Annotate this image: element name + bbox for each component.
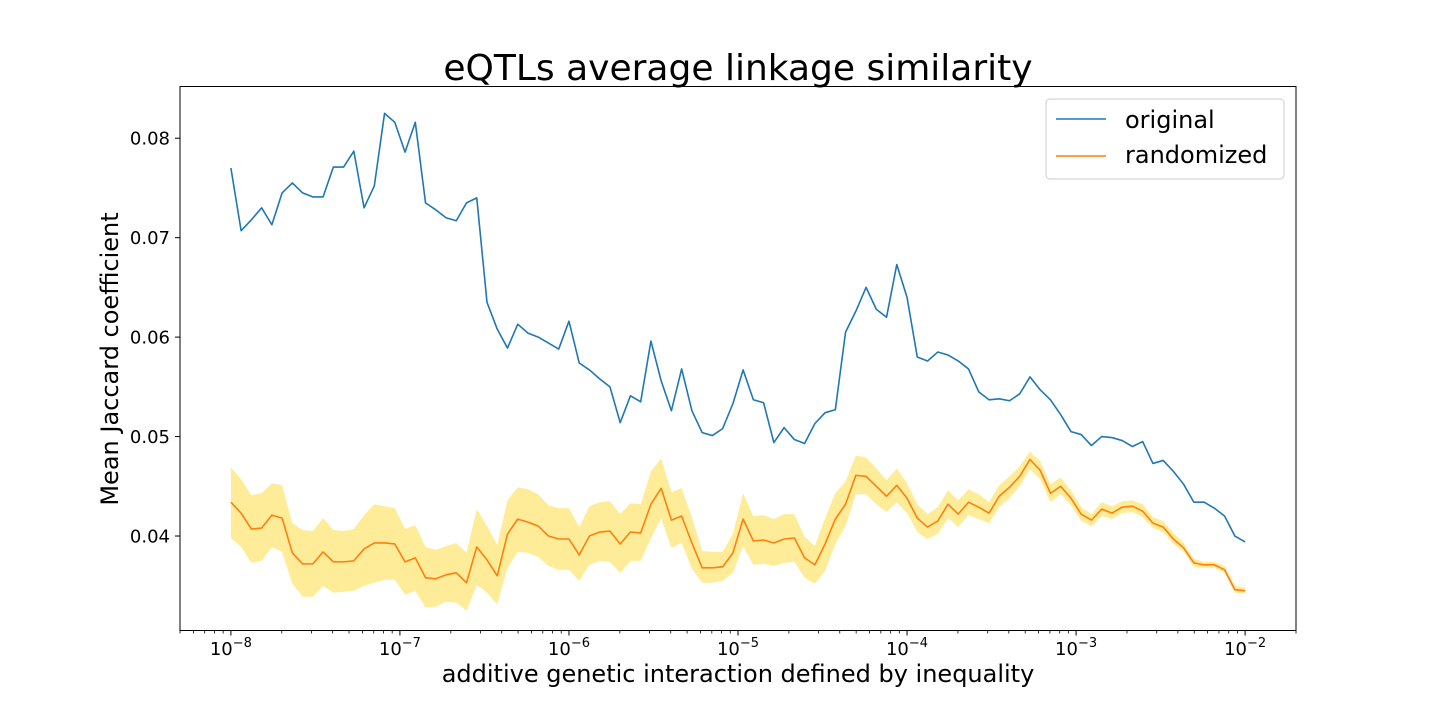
legend: original randomized xyxy=(1045,98,1285,180)
chart-title: eQTLs average linkage similarity xyxy=(443,48,1032,89)
y-tick-label: 0.05 xyxy=(130,427,170,448)
plot-area xyxy=(230,112,1246,611)
x-tick-label: 10−6 xyxy=(548,636,590,660)
series-line-randomized xyxy=(230,458,1246,592)
randomized-confidence-band xyxy=(230,451,1246,611)
y-tick-label: 0.06 xyxy=(130,328,170,349)
x-tick-label: 10−5 xyxy=(717,636,759,660)
x-tick-label: 10−8 xyxy=(210,636,252,660)
x-tick-label: 10−2 xyxy=(1224,636,1266,660)
y-tick-label: 0.04 xyxy=(130,527,170,548)
legend-label-randomized: randomized xyxy=(1125,141,1267,169)
legend-label-original: original xyxy=(1125,106,1215,134)
axes: 10−8 10−7 10−6 10−5 10−4 10−3 10−2 0.04 0.05 0.06… xyxy=(130,129,1297,660)
series-line-original xyxy=(230,112,1246,543)
y-axis-label: Mean Jaccard coefficient xyxy=(96,212,124,505)
x-axis-label: additive genetic interaction defined by … xyxy=(442,660,1035,688)
x-tick-label: 10−7 xyxy=(379,636,421,660)
y-tick-label: 0.07 xyxy=(130,228,170,249)
x-tick-label: 10−3 xyxy=(1055,636,1097,660)
y-tick-label: 0.08 xyxy=(130,129,170,150)
x-tick-label: 10−4 xyxy=(886,636,928,660)
